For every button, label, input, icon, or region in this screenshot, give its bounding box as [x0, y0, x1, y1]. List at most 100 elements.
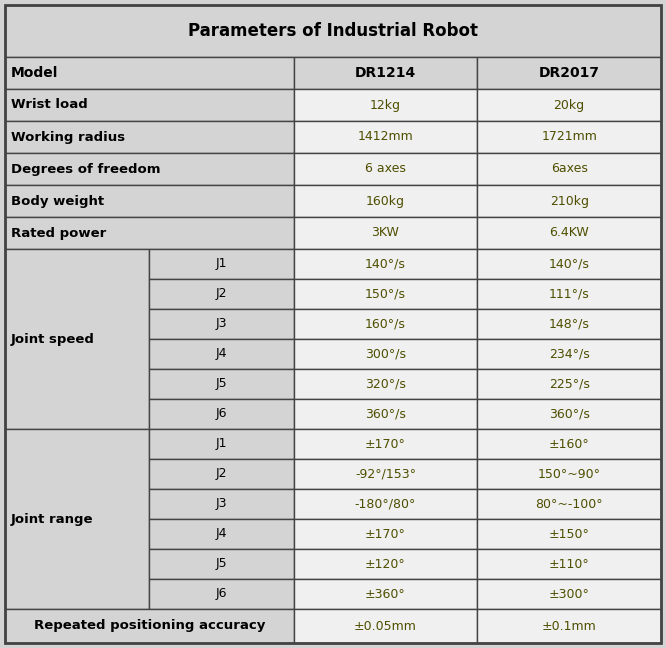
Text: Rated power: Rated power [11, 227, 107, 240]
Bar [149, 429, 294, 459]
Text: J5: J5 [216, 557, 227, 570]
Text: J4: J4 [216, 347, 227, 360]
Text: J3: J3 [216, 498, 227, 511]
Bar [5, 185, 294, 217]
Bar [478, 459, 661, 489]
Text: J4: J4 [216, 527, 227, 540]
Bar [5, 609, 294, 643]
Text: 160kg: 160kg [366, 194, 405, 207]
Bar [478, 549, 661, 579]
Text: J2: J2 [216, 467, 227, 481]
Bar [294, 185, 478, 217]
Bar [294, 279, 478, 309]
Text: J6: J6 [216, 408, 227, 421]
Bar [478, 309, 661, 339]
Text: Model: Model [11, 66, 59, 80]
Bar [294, 399, 478, 429]
Bar [294, 153, 478, 185]
Text: ±0.1mm: ±0.1mm [541, 619, 597, 632]
Bar [478, 489, 661, 519]
Bar [478, 217, 661, 249]
Text: J1: J1 [216, 437, 227, 450]
Text: -180°/80°: -180°/80° [355, 498, 416, 511]
Bar [478, 429, 661, 459]
Bar [5, 89, 294, 121]
Bar [294, 89, 478, 121]
Text: J1: J1 [216, 257, 227, 270]
Bar [294, 429, 478, 459]
Bar [149, 489, 294, 519]
Bar [294, 489, 478, 519]
Text: Wrist load: Wrist load [11, 98, 88, 111]
Bar [478, 339, 661, 369]
Bar [149, 459, 294, 489]
Text: ±0.05mm: ±0.05mm [354, 619, 417, 632]
Text: Working radius: Working radius [11, 130, 125, 143]
Bar [149, 339, 294, 369]
Bar [294, 57, 478, 89]
Text: ±110°: ±110° [549, 557, 589, 570]
Text: J6: J6 [216, 588, 227, 601]
Text: 160°/s: 160°/s [365, 318, 406, 330]
Bar [294, 609, 478, 643]
Bar [294, 519, 478, 549]
Bar [478, 399, 661, 429]
Text: ±300°: ±300° [549, 588, 589, 601]
Bar [294, 579, 478, 609]
Text: 360°/s: 360°/s [549, 408, 589, 421]
Text: 6 axes: 6 axes [365, 163, 406, 176]
Text: ±360°: ±360° [365, 588, 406, 601]
Text: DR1214: DR1214 [355, 66, 416, 80]
Text: ±160°: ±160° [549, 437, 589, 450]
Text: 20kg: 20kg [553, 98, 585, 111]
Bar [294, 459, 478, 489]
Bar [5, 249, 149, 429]
Bar [478, 579, 661, 609]
Bar [478, 57, 661, 89]
Text: 3KW: 3KW [372, 227, 400, 240]
Text: 1412mm: 1412mm [358, 130, 414, 143]
Text: Degrees of freedom: Degrees of freedom [11, 163, 161, 176]
Bar [5, 121, 294, 153]
Text: 300°/s: 300°/s [365, 347, 406, 360]
Text: 6axes: 6axes [551, 163, 587, 176]
Bar [5, 5, 661, 57]
Bar [5, 153, 294, 185]
Text: 148°/s: 148°/s [549, 318, 589, 330]
Text: 234°/s: 234°/s [549, 347, 589, 360]
Bar [478, 121, 661, 153]
Text: 150°~90°: 150°~90° [537, 467, 601, 481]
Bar [5, 57, 294, 89]
Text: 210kg: 210kg [549, 194, 589, 207]
Text: 225°/s: 225°/s [549, 378, 589, 391]
Text: ±170°: ±170° [365, 437, 406, 450]
Bar [478, 369, 661, 399]
Bar [149, 399, 294, 429]
Bar [5, 429, 149, 609]
Text: -92°/153°: -92°/153° [355, 467, 416, 481]
Bar [149, 549, 294, 579]
Bar [149, 369, 294, 399]
Text: ±150°: ±150° [549, 527, 589, 540]
Bar [478, 249, 661, 279]
Text: Parameters of Industrial Robot: Parameters of Industrial Robot [188, 22, 478, 40]
Text: 12kg: 12kg [370, 98, 401, 111]
Text: J3: J3 [216, 318, 227, 330]
Text: ±170°: ±170° [365, 527, 406, 540]
Text: 140°/s: 140°/s [549, 257, 589, 270]
Bar [294, 339, 478, 369]
Bar [294, 309, 478, 339]
Text: DR2017: DR2017 [539, 66, 599, 80]
Text: Repeated positioning accuracy: Repeated positioning accuracy [33, 619, 265, 632]
Text: J2: J2 [216, 288, 227, 301]
Text: 140°/s: 140°/s [365, 257, 406, 270]
Text: 80°~-100°: 80°~-100° [535, 498, 603, 511]
Bar [149, 309, 294, 339]
Text: Joint range: Joint range [11, 513, 93, 526]
Bar [294, 217, 478, 249]
Text: 150°/s: 150°/s [365, 288, 406, 301]
Bar [478, 519, 661, 549]
Text: 320°/s: 320°/s [365, 378, 406, 391]
Bar [149, 279, 294, 309]
Bar [478, 185, 661, 217]
